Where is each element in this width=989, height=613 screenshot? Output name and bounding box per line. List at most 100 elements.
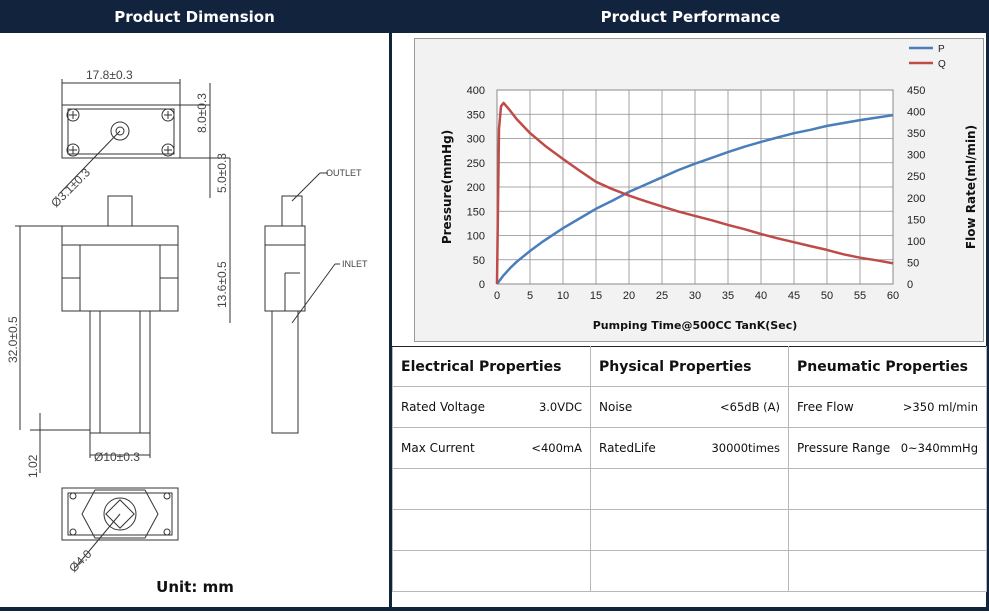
series-line-Q — [495, 101, 894, 285]
x-tick-label: 15 — [590, 290, 602, 302]
y-tick-label: 200 — [467, 182, 485, 194]
y-tick-label: 150 — [467, 206, 485, 218]
column-header-pneumatic: Pneumatic Properties — [788, 346, 987, 387]
table-cell — [590, 468, 789, 510]
table-cell: RatedLife 30000times — [590, 427, 789, 469]
property-value: <400mA — [531, 441, 582, 455]
y2-tick-label: 100 — [907, 236, 925, 248]
side-view-drawing — [264, 172, 340, 434]
dimension-drawing: 17.8±0.3 8.0±0.3 5.0±0.3 Ø3.1±0.3 13.6±0… — [6, 68, 368, 576]
property-label: Noise — [599, 400, 633, 414]
table-cell — [590, 509, 789, 551]
inlet-height-dimension: 13.6±0.5 — [215, 261, 229, 308]
property-label: Pressure Range — [797, 441, 891, 455]
right-border — [986, 0, 989, 611]
table-cell — [788, 468, 987, 510]
unit-label: Unit: mm — [156, 578, 234, 596]
table-cell — [392, 550, 591, 592]
property-value: >350 ml/min — [902, 400, 978, 414]
y2-tick-label: 450 — [907, 85, 925, 97]
properties-table: Electrical Properties Physical Propertie… — [392, 346, 987, 592]
performance-chart: 0 5 10 15 20 25 30 35 40 45 50 55 60 0 50 100 150 200 250 3… — [414, 38, 984, 342]
y2-tick-label: 150 — [907, 214, 925, 226]
y2-tick-label: 50 — [907, 257, 919, 269]
mid-height-dimension: 5.0±0.3 — [215, 153, 229, 193]
top-view-drawing — [59, 79, 230, 194]
x-tick-label: 60 — [887, 290, 899, 302]
table-cell — [788, 509, 987, 551]
table-row — [392, 468, 987, 510]
table-cell: Rated Voltage 3.0VDC — [392, 386, 591, 428]
table-cell: Pressure Range 0~340mmHg — [788, 427, 987, 469]
shaft-diameter-dimension: Ø10±0.3 — [94, 450, 140, 464]
table-cell — [392, 509, 591, 551]
outlet-label: OUTLET — [326, 168, 362, 178]
x-tick-label: 20 — [623, 290, 635, 302]
table-cell — [590, 550, 789, 592]
inlet-label: INLET — [342, 259, 368, 269]
x-tick-label: 10 — [557, 290, 569, 302]
width-dimension: 17.8±0.3 — [86, 68, 133, 82]
x-tick-label: 55 — [854, 290, 866, 302]
y2-tick-label: 0 — [907, 279, 913, 291]
x-axis-label: Pumping Time@500CC TanK(Sec) — [593, 319, 798, 332]
dimension-drawing-pane: 17.8±0.3 8.0±0.3 5.0±0.3 Ø3.1±0.3 13.6±0… — [0, 33, 390, 608]
y2-tick-label: 250 — [907, 171, 925, 183]
table-cell — [392, 468, 591, 510]
table-header-row: Electrical Properties Physical Propertie… — [392, 346, 987, 387]
front-view-drawing — [15, 83, 231, 473]
table-row — [392, 550, 987, 592]
x-tick-label: 35 — [722, 290, 734, 302]
y-tick-label: 350 — [467, 109, 485, 121]
port-diameter-dimension: Ø3.1±0.3 — [48, 165, 93, 210]
performance-chart-svg: 0 5 10 15 20 25 30 35 40 45 50 55 60 0 50 100 150 200 250 3… — [440, 44, 978, 332]
table-cell: Max Current <400mA — [392, 427, 591, 469]
bottom-view-drawing — [61, 487, 179, 569]
top-height-dimension: 8.0±0.3 — [195, 93, 209, 133]
property-value: 30000times — [711, 441, 780, 455]
x-tick-label: 40 — [755, 290, 767, 302]
series-line-P — [496, 113, 894, 285]
x-tick-label: 45 — [788, 290, 800, 302]
table-cell: Free Flow >350 ml/min — [788, 386, 987, 428]
y-tick-label: 300 — [467, 134, 485, 146]
column-header-electrical: Electrical Properties — [392, 346, 591, 387]
column-header-physical: Physical Properties — [590, 346, 789, 387]
bottom-gap-dimension: 1.02 — [26, 454, 40, 478]
property-value: 0~340mmHg — [900, 441, 978, 455]
y-tick-label: 250 — [467, 158, 485, 170]
bottom-border — [0, 607, 989, 611]
x-tick-label: 0 — [494, 290, 500, 302]
product-performance-header: Product Performance — [392, 0, 989, 33]
y-tick-label: 100 — [467, 231, 485, 243]
x-tick-label: 25 — [656, 290, 668, 302]
table-row: Rated Voltage 3.0VDC Noise <65dB (A) Free … — [392, 386, 987, 428]
y-tick-label: 50 — [473, 255, 485, 267]
legend-label-Q: Q — [938, 59, 946, 70]
y2-tick-label: 300 — [907, 150, 925, 162]
y2-axis-label: Flow Rate(ml/min) — [964, 125, 978, 249]
table-row: Max Current <400mA RatedLife 30000times Pr… — [392, 427, 987, 469]
product-dimension-header: Product Dimension — [0, 0, 389, 33]
bottom-diameter-dimension: Ø4.0 — [66, 547, 95, 576]
pane-divider — [389, 0, 392, 611]
x-tick-label: 30 — [689, 290, 701, 302]
property-label: Max Current — [401, 441, 475, 455]
property-label: RatedLife — [599, 441, 656, 455]
property-label: Free Flow — [797, 400, 854, 414]
property-label: Rated Voltage — [401, 400, 485, 414]
body-length-dimension: 32.0±0.5 — [6, 316, 20, 363]
product-dimension-title: Product Dimension — [114, 7, 275, 26]
y2-tick-label: 350 — [907, 128, 925, 140]
y-tick-label: 0 — [479, 279, 485, 291]
x-tick-label: 5 — [527, 290, 533, 302]
table-cell — [788, 550, 987, 592]
table-cell: Noise <65dB (A) — [590, 386, 789, 428]
y-axis-label: Pressure(mmHg) — [440, 130, 454, 244]
y2-tick-label: 400 — [907, 107, 925, 119]
x-tick-label: 50 — [821, 290, 833, 302]
legend-label-P: P — [938, 44, 945, 55]
table-row — [392, 509, 987, 551]
property-value: <65dB (A) — [720, 400, 780, 414]
y-tick-label: 400 — [467, 85, 485, 97]
